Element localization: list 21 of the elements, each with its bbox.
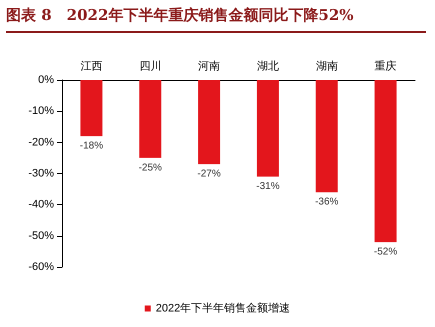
chart-title: 图表 8 2022年下半年重庆销售金额同比下降52% (6, 6, 426, 33)
data-label: -31% (256, 181, 280, 192)
y-tick-label: 0% (38, 74, 54, 86)
data-label: -18% (80, 140, 104, 152)
x-tick-label: 江西 (80, 60, 102, 72)
x-tick-label: 四川 (139, 60, 162, 72)
data-label: -36% (315, 196, 339, 208)
y-tick-label: -20% (28, 136, 54, 148)
data-label: -52% (374, 246, 398, 258)
x-tick-label: 湖南 (316, 60, 338, 72)
y-tick-label: -10% (28, 105, 54, 118)
x-tick-label: 湖北 (256, 60, 279, 72)
x-tick-label: 重庆 (374, 60, 397, 72)
y-tick-label: -30% (28, 168, 54, 180)
data-label: -27% (197, 168, 221, 180)
data-label: -25% (138, 162, 162, 174)
x-tick-label: 河南 (198, 60, 220, 72)
y-tick-label: -40% (28, 198, 54, 211)
y-tick-label: -60% (28, 261, 54, 273)
y-tick-label: -50% (28, 230, 54, 242)
legend-label: 2022年下半年销售金额增速 (156, 302, 290, 314)
